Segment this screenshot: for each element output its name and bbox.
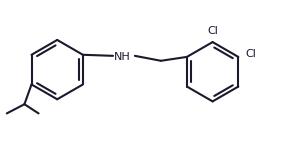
Text: Cl: Cl	[207, 26, 218, 36]
Text: Cl: Cl	[245, 49, 256, 59]
Text: NH: NH	[114, 52, 131, 62]
